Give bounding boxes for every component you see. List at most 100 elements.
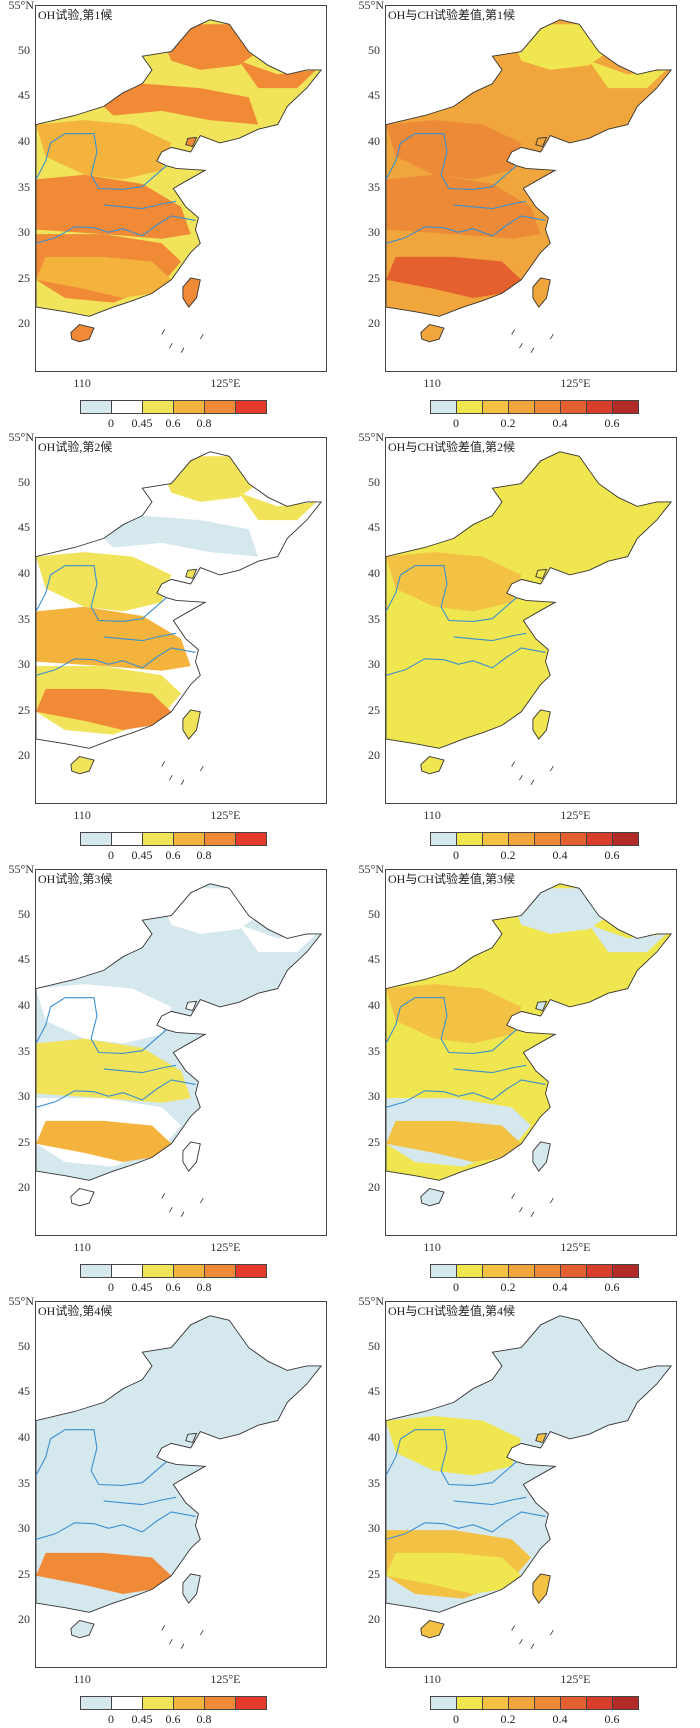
colorbar-tick-label: 0.2 [500,848,516,862]
island-outline [70,756,95,775]
lon-label: 125°E [210,808,241,822]
lat-label: 30 [368,1521,380,1536]
island-outline [182,709,201,740]
lon-label: 110 [423,1672,441,1686]
lat-label: 50 [18,906,30,921]
island-mark [199,1197,204,1204]
colorbar [430,832,639,846]
lat-label: 30 [368,657,380,672]
colorbar-swatch [205,1697,236,1709]
island-outline [420,324,445,343]
island-outline [185,1432,198,1444]
river-line [36,1511,196,1540]
island-outline [535,1432,548,1444]
colorbar-swatch [561,401,587,413]
lat-label: 45 [18,520,30,535]
colorbar-swatch [561,833,587,845]
colorbar [430,1696,639,1710]
lon-label: 110 [73,1672,91,1686]
colorbar-tick-label: 0 [108,1712,114,1726]
shaded-region [94,947,259,989]
lat-label: 40 [18,565,30,580]
map-canvas [36,451,323,785]
colorbar-swatch [143,1697,174,1709]
shaded-region [94,1379,259,1421]
map-canvas [386,451,673,785]
colorbar-swatch [483,401,509,413]
island-outline [532,1141,551,1172]
map-canvas [36,19,323,353]
river-line [386,1511,546,1540]
colorbar-swatch [535,833,561,845]
colorbar-swatch [613,1697,638,1709]
lat-label: 25 [368,270,380,285]
colorbar-ticks: 0 0.2 0.4 0.6 [430,1280,700,1294]
river-line [386,647,546,676]
coastline [386,1315,673,1613]
shaded-region [386,1038,541,1103]
map-frame [385,869,677,1236]
river-line [36,1079,196,1108]
colorbar-ticks: 0 0.2 0.4 0.6 [430,848,700,862]
colorbar-swatch [587,833,613,845]
shaded-region [161,888,259,934]
shaded-region [589,60,667,89]
colorbar-swatch [174,1265,205,1277]
colorbar-ticks: 0 0.45 0.6 0.8 [80,416,410,430]
lon-label: 125°E [210,1240,241,1254]
lat-label: 35 [18,1475,30,1490]
island-mark [161,1193,166,1199]
shaded-region [36,174,191,239]
lat-label: 30 [18,1089,30,1104]
river-line [36,997,167,1054]
lat-label: 35 [368,179,380,194]
island-mark [530,1211,535,1217]
shaded-region [36,606,191,671]
lon-label: 110 [423,1240,441,1254]
lat-label-top: 55°N [358,430,384,444]
shaded-region [386,174,541,239]
shaded-region [36,984,172,1044]
colorbar-tick-label: 0.8 [196,416,212,430]
lat-label-top: 55°N [8,0,34,12]
lat-label: 20 [18,1180,30,1195]
colorbar-tick-label: 0 [453,848,459,862]
colorbar-swatch [236,833,266,845]
shaded-region [239,492,317,521]
colorbar-swatch [561,1697,587,1709]
colorbar [80,832,267,846]
lat-label: 30 [18,225,30,240]
shaded-region [161,1320,259,1366]
colorbar-swatch [509,1697,535,1709]
island-mark [169,1638,173,1645]
island-outline [70,1188,95,1207]
lat-label: 25 [18,270,30,285]
map-panel: OH与CH试验差值,第4候 55°N 50 45 40 35 30 25 20 110 125°E 0… [350,1294,700,1728]
colorbar-swatch [613,1265,638,1277]
map-panel: OH试验,第1候 55°N 50 45 40 35 30 25 20 110 125°E 0 0.45 0… [0,0,350,432]
coastline [36,1315,323,1613]
map-frame [35,1301,327,1668]
colorbar-swatch [81,1697,112,1709]
shaded-region [36,120,172,180]
panel-title: OH试验,第4候 [38,1304,113,1318]
island-mark [180,347,185,353]
panel-title: OH与CH试验差值,第3候 [388,872,516,886]
colorbar-swatch [236,1265,266,1277]
lat-label: 25 [18,1566,30,1581]
colorbar-swatch [236,1697,266,1709]
colorbar-tick-label: 0.4 [552,1712,568,1726]
lon-label: 110 [423,808,441,822]
lon-label: 110 [73,808,91,822]
lat-label: 45 [18,88,30,103]
colorbar-swatch [174,1697,205,1709]
lon-label: 125°E [210,1672,241,1686]
shaded-region [239,60,317,89]
lat-label-top: 55°N [8,430,34,444]
lat-label: 20 [18,748,30,763]
island-mark [161,1625,166,1631]
colorbar-swatch [535,1697,561,1709]
lat-label: 40 [368,1429,380,1444]
colorbar-swatch [613,833,638,845]
shading-layer [36,1315,322,1613]
